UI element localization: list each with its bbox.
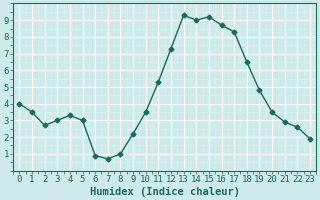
X-axis label: Humidex (Indice chaleur): Humidex (Indice chaleur)	[90, 186, 240, 197]
